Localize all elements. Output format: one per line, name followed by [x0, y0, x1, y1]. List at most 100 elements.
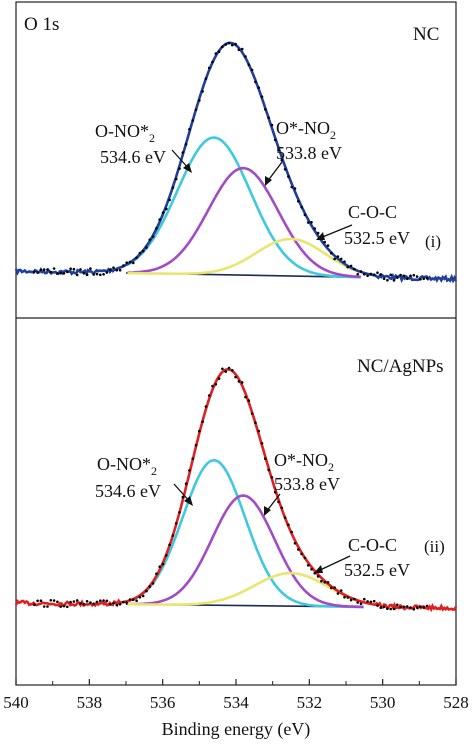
- raw-point: [412, 273, 416, 277]
- raw-point: [95, 600, 99, 604]
- raw-point: [79, 602, 82, 605]
- raw-point: [227, 366, 231, 370]
- plot-frame: [15, 1, 457, 686]
- raw-point: [174, 522, 178, 525]
- raw-point: [49, 270, 53, 274]
- peak-o-star-no-2: [127, 494, 364, 609]
- raw-point: [118, 268, 122, 272]
- raw-point: [171, 186, 175, 189]
- arrow-coc-i: [319, 224, 353, 239]
- raw-point: [254, 80, 257, 84]
- raw-point: [52, 267, 56, 270]
- raw-point: [287, 175, 290, 178]
- raw-point: [405, 605, 409, 608]
- raw-point: [99, 273, 102, 277]
- raw-point: [356, 272, 360, 276]
- peak-o-no-star-1: [126, 136, 361, 279]
- o-star-no-energy-i: 533.8 eV: [276, 143, 342, 163]
- o-star-no-energy-ii: 533.8 eV: [274, 474, 340, 494]
- raw-point: [42, 268, 46, 271]
- raw-point: [419, 278, 422, 281]
- raw-point: [89, 601, 92, 604]
- raw-point: [128, 598, 132, 601]
- x-axis-ticks: 540 538 536 534 532 530 528: [3, 679, 469, 712]
- raw-point: [330, 252, 333, 255]
- o-star-no-label-i: O*-NO2: [276, 118, 336, 142]
- sample-label-ii: NC/AgNPs: [357, 356, 444, 377]
- raw-point: [382, 605, 386, 609]
- raw-point: [247, 63, 251, 67]
- raw-point: [207, 394, 211, 397]
- raw-point: [75, 599, 79, 602]
- x-tick-label-6: 528: [443, 693, 469, 712]
- raw-point: [409, 606, 412, 609]
- envelope-1: [14, 41, 458, 284]
- raw-point: [72, 600, 76, 603]
- raw-point: [257, 429, 261, 433]
- raw-point: [115, 268, 119, 272]
- panel-title: O 1s: [24, 14, 59, 35]
- arrow-o-no-star-ii-head: [184, 496, 193, 506]
- raw-point: [224, 370, 227, 373]
- raw-point: [247, 399, 251, 402]
- arrow-o-no-star-i-head: [183, 163, 192, 173]
- raw-point: [363, 272, 366, 276]
- raw-point: [211, 60, 214, 64]
- raw-point: [240, 47, 244, 51]
- raw-point: [353, 267, 356, 271]
- raw-point: [217, 50, 221, 53]
- raw-point: [372, 273, 376, 277]
- raw-point: [290, 185, 294, 189]
- raw-point: [333, 257, 336, 261]
- raw-point: [132, 598, 135, 602]
- raw-point: [52, 599, 56, 602]
- raw-point: [273, 490, 277, 494]
- raw-point: [425, 604, 429, 608]
- raw-point: [174, 177, 178, 181]
- raw-point: [155, 572, 158, 575]
- raw-point: [198, 99, 201, 102]
- raw-point: [151, 235, 155, 239]
- raw-point: [306, 221, 310, 224]
- raw-point: [184, 143, 188, 146]
- raw-point: [105, 599, 109, 603]
- raw-point: [363, 597, 366, 601]
- raw-point: [214, 52, 218, 55]
- raw-point: [376, 271, 379, 275]
- tag-i: (i): [425, 232, 441, 251]
- raw-point: [188, 469, 191, 472]
- raw-point: [171, 534, 175, 537]
- raw-point: [89, 267, 92, 270]
- raw-point: [359, 602, 363, 606]
- raw-data-1: [33, 41, 429, 282]
- raw-point: [346, 596, 350, 599]
- raw-point: [372, 599, 376, 603]
- raw-point: [92, 273, 95, 276]
- raw-point: [260, 442, 264, 445]
- raw-point: [56, 600, 59, 604]
- raw-point: [227, 41, 231, 45]
- raw-point: [85, 600, 89, 603]
- raw-point: [320, 579, 323, 583]
- x-tick-label-5: 530: [370, 693, 396, 712]
- raw-point: [336, 592, 340, 595]
- raw-point: [409, 274, 412, 278]
- raw-point: [105, 271, 109, 274]
- raw-point: [277, 500, 280, 504]
- raw-point: [250, 412, 254, 415]
- raw-point: [310, 221, 313, 224]
- raw-point: [201, 420, 204, 424]
- raw-point: [56, 272, 59, 275]
- raw-point: [138, 595, 142, 599]
- raw-point: [231, 369, 234, 372]
- raw-point: [310, 568, 313, 571]
- raw-point: [125, 601, 128, 604]
- o-no-star-label-ii: O-NO*2: [97, 454, 157, 478]
- coc-energy-i: 532.5 eV: [344, 228, 410, 248]
- raw-point: [244, 55, 247, 58]
- raw-point: [240, 381, 244, 384]
- raw-point: [191, 119, 194, 122]
- raw-point: [396, 276, 399, 279]
- peak-coc-1: [127, 237, 362, 276]
